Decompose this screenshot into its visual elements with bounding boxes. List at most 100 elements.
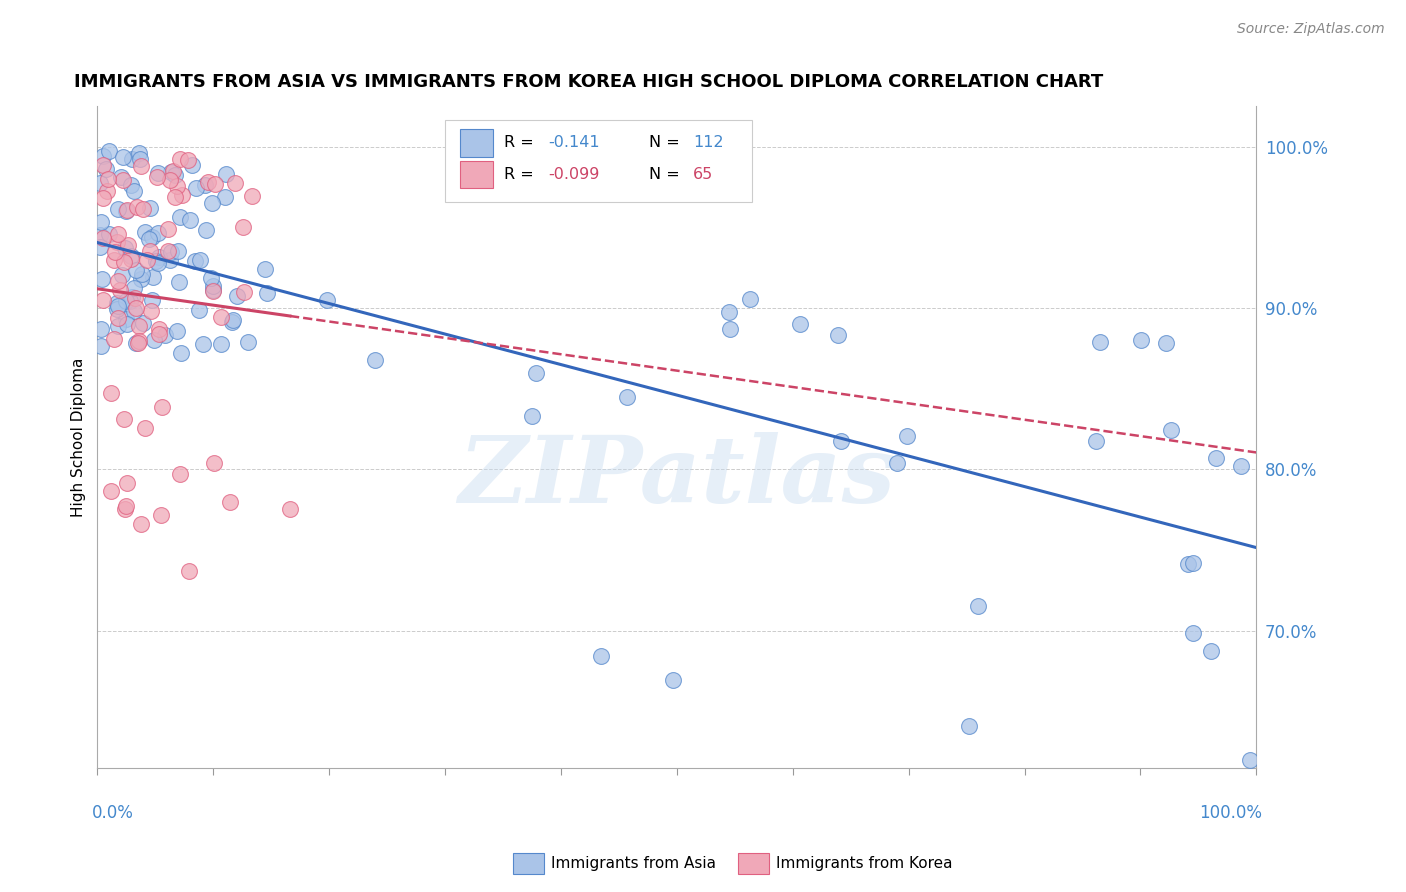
Point [129, 272, 152, 286]
Point [115, 317, 138, 331]
Point [191, 337, 214, 351]
Point [107, 274, 129, 288]
Point [215, 167, 238, 181]
Point [238, 335, 260, 350]
Point [222, 312, 245, 326]
Point [107, 301, 129, 316]
Point [160, 165, 183, 179]
Point [1085, 434, 1108, 448]
Point [148, 322, 170, 336]
Point [180, 158, 202, 172]
Point [117, 238, 139, 252]
Point [524, 366, 547, 380]
Point [98, 144, 121, 158]
Point [169, 153, 191, 167]
Point [1156, 335, 1178, 350]
Point [121, 152, 143, 166]
Point [100, 484, 122, 499]
Point [157, 244, 180, 258]
Point [364, 352, 387, 367]
Point [162, 164, 184, 178]
Point [1088, 334, 1111, 349]
Point [616, 390, 638, 404]
Point [166, 179, 188, 194]
Point [160, 244, 183, 259]
Point [209, 310, 232, 324]
Point [125, 335, 148, 350]
Point [177, 153, 200, 167]
Text: N =: N = [650, 167, 681, 182]
Point [91, 190, 114, 204]
Point [169, 210, 191, 224]
Point [127, 336, 149, 351]
Point [120, 293, 142, 308]
FancyBboxPatch shape [446, 120, 752, 202]
Point [662, 673, 685, 687]
Point [143, 333, 166, 347]
Text: Immigrants from Korea: Immigrants from Korea [776, 856, 953, 871]
Text: Source: ZipAtlas.com: Source: ZipAtlas.com [1237, 22, 1385, 37]
Point [184, 254, 207, 268]
Point [896, 429, 918, 443]
Point [91, 293, 114, 308]
Point [167, 276, 190, 290]
Text: R =: R = [505, 136, 534, 150]
Point [827, 327, 849, 342]
Point [131, 267, 153, 281]
Point [107, 310, 129, 325]
Point [789, 317, 811, 331]
Point [1182, 626, 1205, 640]
Point [110, 170, 132, 185]
Point [114, 241, 136, 255]
Point [114, 203, 136, 218]
Point [1199, 643, 1222, 657]
Point [121, 291, 143, 305]
Point [125, 301, 148, 315]
Point [148, 250, 170, 264]
Point [122, 185, 145, 199]
Point [179, 213, 201, 227]
Point [153, 328, 176, 343]
Point [105, 296, 128, 310]
Point [114, 501, 136, 516]
Point [1205, 450, 1227, 465]
Point [278, 501, 301, 516]
Point [200, 270, 222, 285]
Point [100, 386, 122, 401]
Point [1129, 333, 1152, 347]
Point [200, 195, 222, 210]
Point [1230, 458, 1253, 473]
Point [165, 168, 187, 182]
Point [522, 409, 544, 423]
Point [125, 200, 148, 214]
Point [194, 223, 217, 237]
Point [128, 146, 150, 161]
Point [122, 281, 145, 295]
Text: R =: R = [505, 167, 534, 182]
Point [96, 184, 118, 198]
Point [89, 176, 111, 190]
Point [120, 178, 142, 193]
Point [132, 202, 155, 216]
Point [202, 284, 225, 298]
Point [886, 456, 908, 470]
Point [115, 293, 138, 308]
Point [146, 255, 169, 269]
Point [197, 175, 219, 189]
Point [316, 293, 339, 307]
Point [135, 253, 157, 268]
Point [190, 253, 212, 268]
Text: 100.0%: 100.0% [1199, 804, 1263, 822]
Point [184, 181, 207, 195]
Point [1160, 423, 1182, 437]
Point [103, 333, 125, 347]
Point [169, 346, 191, 360]
Point [219, 495, 242, 509]
Point [717, 305, 740, 319]
Point [1239, 753, 1261, 767]
Point [202, 456, 225, 470]
Point [163, 190, 186, 204]
Point [128, 153, 150, 167]
Point [120, 252, 142, 266]
Point [188, 302, 211, 317]
